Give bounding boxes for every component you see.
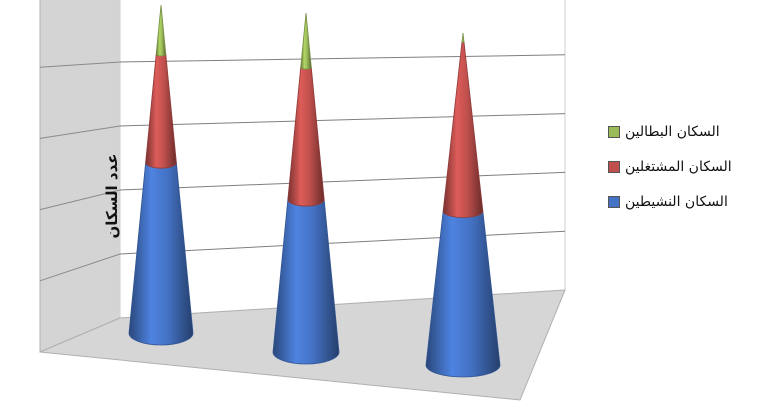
cone-segment-3-series-3 — [461, 32, 465, 43]
gridline — [119, 171, 566, 191]
legend-swatch-series-3 — [608, 126, 620, 138]
y-axis-label: عدد السكان — [103, 153, 121, 239]
gridline — [119, 230, 566, 255]
legend-item: السكان البطالين — [608, 116, 768, 148]
gridline-side — [39, 61, 121, 68]
legend-swatch-series-1 — [608, 196, 620, 208]
legend-label: السكان النشيطين — [625, 194, 728, 210]
gridline-side — [39, 253, 121, 282]
legend: السكان البطالين السكان المشتغلين السكان … — [608, 116, 768, 221]
legend-item: السكان المشتغلين — [608, 151, 768, 183]
legend-swatch-series-2 — [608, 161, 620, 173]
cone-segment-1-series-3 — [155, 4, 167, 57]
gridline — [119, 113, 566, 127]
gridline-side — [39, 125, 121, 139]
gridline — [119, 54, 566, 63]
legend-label: السكان المشتغلين — [625, 159, 732, 175]
legend-item: السكان النشيطين — [608, 186, 768, 218]
cone-segment-2-series-3 — [300, 12, 312, 70]
gridline-side — [39, 189, 121, 211]
legend-label: السكان البطالين — [625, 124, 720, 140]
